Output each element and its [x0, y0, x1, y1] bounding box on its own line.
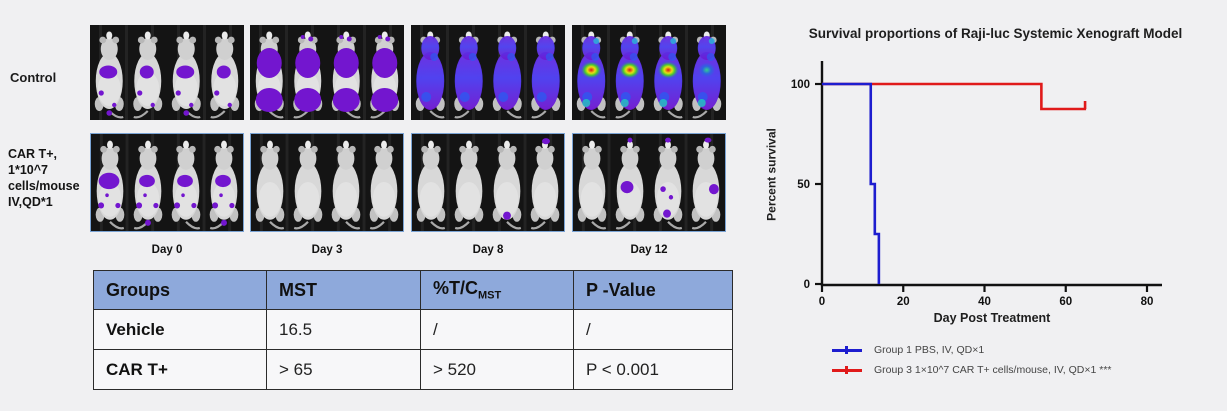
- svg-text:20: 20: [897, 296, 910, 308]
- legend-label-pbs: Group 1 PBS, IV, QD×1: [874, 344, 985, 356]
- legend-label-cart: Group 3 1×10^7 CAR T+ cells/mouse, IV, Q…: [874, 364, 1112, 376]
- table-cell-0-1: 16.5: [266, 309, 421, 350]
- x-axis-label: Day Post Treatment: [933, 311, 1051, 325]
- day-label-1: Day 3: [311, 244, 343, 256]
- legend-line-blue-icon: [832, 345, 862, 354]
- day-label-0: Day 0: [151, 244, 183, 256]
- table-header-3: P -Value: [573, 270, 733, 310]
- imaging-panel-control-day8: [411, 25, 565, 120]
- svg-text:0: 0: [819, 296, 825, 308]
- table-cell-0-0: Vehicle: [93, 309, 267, 350]
- imaging-panel-cart-day0: [90, 133, 244, 232]
- table-cell-1-2: > 520: [420, 349, 574, 390]
- table-cell-1-3: P < 0.001: [573, 349, 733, 390]
- imaging-panel-cart-day3: [250, 133, 404, 232]
- svg-text:0: 0: [804, 279, 810, 291]
- cart-row-label-line3: cells/mouse: [8, 179, 80, 193]
- imaging-panel-cart-day8: [411, 133, 565, 232]
- survival-plot-area: 100 50 00 20 40 60 80: [791, 61, 1162, 308]
- chart-title: Survival proportions of Raji-luc Systemi…: [808, 26, 1183, 41]
- table-cell-0-2: /: [420, 309, 574, 350]
- table-row-1: CAR T+ > 65 > 520 P < 0.001: [93, 349, 733, 390]
- y-axis-label: Percent survival: [764, 128, 779, 221]
- cart-row-label-line4: IV,QD*1: [8, 195, 53, 209]
- cart-row-label: CAR T+, 1*10^7 cells/mouse IV,QD*1: [8, 146, 80, 210]
- legend-item-cart: Group 3 1×10^7 CAR T+ cells/mouse, IV, Q…: [832, 364, 1112, 376]
- legend-line-red-icon: [832, 365, 862, 374]
- imaging-panel-control-day12: [572, 25, 726, 120]
- imaging-panel-cart-day12: [572, 133, 726, 232]
- survival-chart: Survival proportions of Raji-luc Systemi…: [760, 0, 1227, 411]
- control-row-label: Control: [10, 70, 57, 85]
- legend-item-pbs: Group 1 PBS, IV, QD×1: [832, 344, 984, 356]
- day-label-3: Day 12: [630, 244, 668, 256]
- table-header-2: %T/CMST: [420, 270, 574, 310]
- cart-row-label-line2: 1*10^7: [8, 163, 48, 177]
- imaging-panel-control-day3: [250, 25, 404, 120]
- svg-text:60: 60: [1059, 296, 1072, 308]
- cart-row-label-line1: CAR T+,: [8, 147, 57, 161]
- svg-text:40: 40: [978, 296, 991, 308]
- table-cell-1-1: > 65: [266, 349, 421, 390]
- results-table: Groups MST %T/CMST P -Value Vehicle 16.5// CA…: [93, 270, 733, 390]
- table-header-0: Groups: [93, 270, 267, 310]
- table-header-1: MST: [266, 270, 421, 310]
- svg-text:50: 50: [797, 179, 810, 191]
- imaging-panel-control-day0: [90, 25, 244, 120]
- day-label-2: Day 8: [472, 244, 504, 256]
- table-row-0: Vehicle 16.5//: [93, 309, 733, 350]
- table-header-row: Groups MST %T/CMST P -Value: [93, 270, 733, 310]
- svg-text:80: 80: [1141, 296, 1154, 308]
- table-cell-1-0: CAR T+: [93, 349, 267, 390]
- table-cell-0-3: /: [573, 309, 733, 350]
- svg-text:100: 100: [791, 79, 810, 91]
